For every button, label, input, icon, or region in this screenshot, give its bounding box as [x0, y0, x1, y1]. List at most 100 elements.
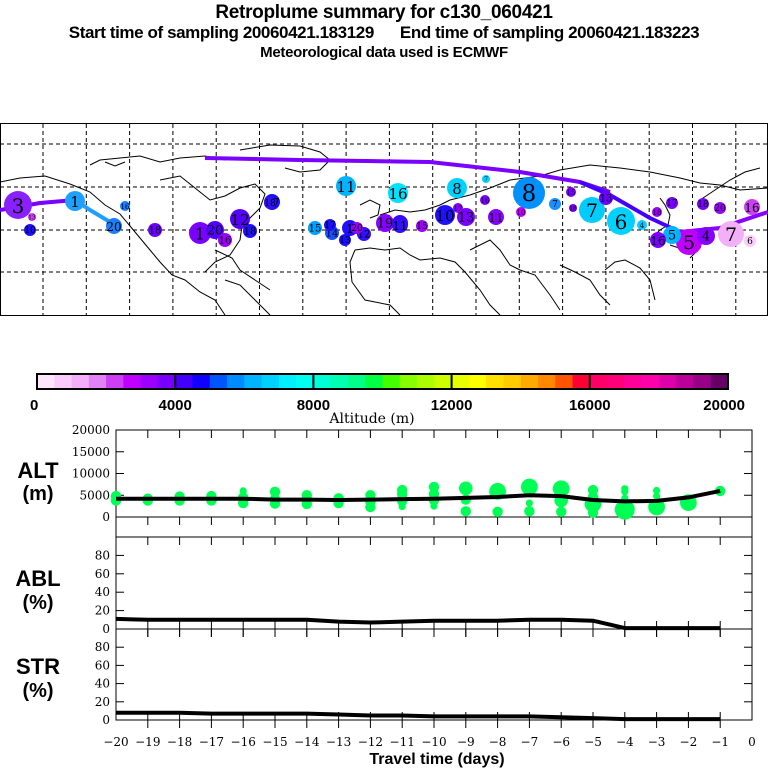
- y-tick-label: 80: [95, 640, 110, 654]
- marker-circle: [666, 197, 678, 209]
- colorbar-swatch: [227, 374, 245, 389]
- coastline: [349, 249, 401, 316]
- marker-label: 13: [600, 194, 613, 205]
- alt-scatter-point: [715, 485, 726, 497]
- marker-label: 1: [195, 225, 205, 244]
- marker-label: 6: [747, 237, 753, 247]
- marker-label: 6: [615, 210, 628, 234]
- y-tick-label: 40: [95, 585, 110, 599]
- trajectory-marker: 12: [230, 209, 250, 229]
- coastline: [104, 161, 126, 167]
- alt-scatter-point: [587, 491, 599, 503]
- x-tick-label: −1: [711, 735, 729, 749]
- colorbar-tick-label: 20000: [703, 397, 745, 414]
- marker-label: 7: [484, 177, 488, 184]
- marker-circle: [392, 217, 408, 233]
- trajectory-marker: 10: [516, 207, 526, 217]
- marker-label: 14: [326, 229, 339, 240]
- marker-label: 17: [264, 196, 279, 210]
- marker-circle: [218, 233, 232, 247]
- trajectory-marker: 6: [607, 207, 635, 235]
- y-tick-label: 0: [102, 622, 110, 636]
- alt-scatter-point: [621, 485, 629, 493]
- marker-label: 10: [517, 209, 526, 217]
- colorbar-swatch: [607, 374, 625, 389]
- marker-circle: [744, 199, 760, 215]
- marker-circle: [516, 207, 526, 217]
- colorbar-swatch: [624, 374, 643, 389]
- marker-label: 12: [230, 211, 249, 229]
- x-tick-label: −16: [231, 735, 256, 749]
- trajectory-marker: 17: [324, 219, 336, 231]
- alaska-track: [73, 198, 117, 227]
- marker-label: 20: [106, 220, 121, 234]
- trajectory-tracks: [0, 156, 768, 234]
- colorbar-swatch: [261, 374, 280, 389]
- alt-scatter-point: [554, 493, 568, 508]
- trajectory-marker: 18: [652, 207, 662, 217]
- x-tick-label: −13: [326, 735, 351, 749]
- y-tick-label: 20: [95, 604, 110, 618]
- alt-scatter-point: [238, 492, 249, 503]
- trajectory-marker: 17: [264, 194, 280, 210]
- alt-scatter-point: [587, 507, 599, 518]
- marker-circle: [714, 202, 726, 214]
- marker-circle: [388, 183, 408, 203]
- colorbar-swatch: [54, 374, 73, 389]
- marker-label: 15: [309, 224, 322, 235]
- alt-scatter-point: [174, 495, 185, 506]
- y-tick-label: 80: [95, 548, 110, 562]
- marker-label: 8: [452, 180, 462, 198]
- marker-label: 17: [666, 199, 678, 209]
- marker-label: 13: [28, 215, 36, 222]
- alt-scatter-point: [269, 493, 281, 505]
- marker-circle: [342, 220, 358, 236]
- marker-label: 16: [121, 203, 130, 211]
- abl-unit: (%): [22, 592, 53, 614]
- colorbar-swatches: [36, 373, 729, 390]
- marker-circle: [579, 197, 605, 223]
- alt-scatter-point: [333, 493, 344, 504]
- x-tick-label: −3: [648, 735, 666, 749]
- x-tick-label: −18: [167, 735, 192, 749]
- trajectory-marker: 6: [744, 235, 756, 247]
- colorbar-tick-label: 4000: [159, 397, 192, 414]
- coastline: [649, 197, 671, 241]
- alt-scatter-point: [648, 498, 665, 516]
- alt-scatter-point: [556, 506, 567, 517]
- x-tick-label: −19: [135, 735, 160, 749]
- trajectory-marker: 10: [24, 224, 36, 236]
- trajectory-marker: 17: [453, 203, 463, 213]
- y-tick-label: 15000: [72, 445, 110, 459]
- marker-circle: [230, 209, 250, 229]
- marker-circle: [718, 221, 744, 247]
- marker-circle: [325, 226, 339, 240]
- coastline: [214, 249, 271, 291]
- alt-scatter-point: [269, 486, 281, 497]
- trajectory-marker: 17: [666, 197, 678, 209]
- marker-label: 11: [392, 219, 407, 233]
- trajectory-marker: 18: [243, 224, 257, 238]
- alt-scatter-point: [110, 495, 122, 506]
- marker-label: 1: [346, 222, 354, 236]
- trajectory-marker: 1: [342, 220, 358, 236]
- colorbar-swatch: [330, 374, 349, 389]
- y-tick-label: 5000: [79, 488, 110, 502]
- alt-scatter-point: [397, 484, 408, 496]
- y-tick-label: 10000: [72, 467, 110, 481]
- str-unit: (%): [22, 680, 53, 702]
- map-frame: [0, 123, 768, 316]
- abl-panel: 80 60 40 20 0: [95, 536, 753, 637]
- x-tick-label: 0: [748, 735, 756, 749]
- colorbar-swatch: [693, 374, 712, 389]
- trajectory-marker: 18: [264, 197, 276, 209]
- marker-circle: [663, 226, 681, 244]
- marker-label: 17: [324, 221, 336, 231]
- alt-scatter-point: [397, 489, 408, 500]
- marker-label: 1: [70, 193, 80, 211]
- trajectory-marker: 8: [513, 177, 545, 209]
- x-tick-label: −6: [552, 735, 570, 749]
- marker-circle: [4, 191, 32, 219]
